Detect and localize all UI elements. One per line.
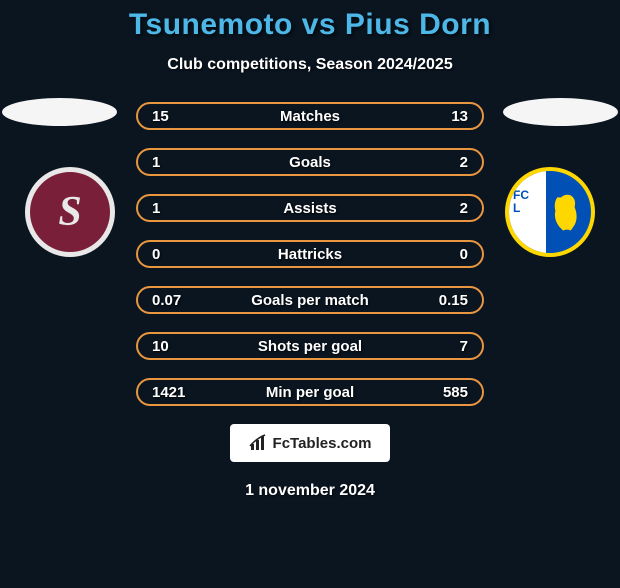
servette-letter: S [58,188,81,236]
fcl-crest: FC L [505,167,595,257]
stat-right-value: 2 [460,200,468,217]
player-silhouette-right [503,98,618,126]
stat-right-value: 2 [460,154,468,171]
stat-label: Hattricks [278,246,342,263]
stat-label: Matches [280,108,340,125]
lion-icon [551,193,581,233]
fcl-line2: L [513,202,529,215]
player-silhouette-left [2,98,117,126]
fcl-abbrev: FC L [513,189,529,214]
stat-row-assists: 1 Assists 2 [136,194,484,222]
stat-left-value: 1 [152,200,160,217]
stat-left-value: 10 [152,338,169,355]
stat-left-value: 0 [152,246,160,263]
comparison-subtitle: Club competitions, Season 2024/2025 [0,56,620,74]
content-area: S FC L 15 Matches 13 1 Goals 2 1 Assis [0,102,620,500]
stat-row-shots-per-goal: 10 Shots per goal 7 [136,332,484,360]
team-badge-left: S [20,162,120,262]
team-badge-right: FC L [500,162,600,262]
stat-right-value: 585 [443,384,468,401]
stat-right-value: 0.15 [439,292,468,309]
fctables-logo[interactable]: FcTables.com [230,424,390,462]
stat-label: Goals [289,154,331,171]
stat-row-hattricks: 0 Hattricks 0 [136,240,484,268]
stat-label: Assists [283,200,336,217]
footer-date: 1 november 2024 [0,482,620,500]
stats-table: 15 Matches 13 1 Goals 2 1 Assists 2 0 Ha… [136,102,484,406]
stat-right-value: 13 [451,108,468,125]
fctables-text: FcTables.com [273,435,372,452]
stat-right-value: 0 [460,246,468,263]
stat-right-value: 7 [460,338,468,355]
stat-row-goals-per-match: 0.07 Goals per match 0.15 [136,286,484,314]
stat-row-matches: 15 Matches 13 [136,102,484,130]
stat-label: Min per goal [266,384,354,401]
servette-crest: S [25,167,115,257]
stat-left-value: 0.07 [152,292,181,309]
chart-icon [249,434,269,452]
comparison-title: Tsunemoto vs Pius Dorn [0,8,620,42]
stat-left-value: 15 [152,108,169,125]
fcl-line1: FC [513,189,529,202]
stat-label: Goals per match [251,292,369,309]
stat-row-min-per-goal: 1421 Min per goal 585 [136,378,484,406]
stat-left-value: 1421 [152,384,185,401]
stat-left-value: 1 [152,154,160,171]
stat-label: Shots per goal [258,338,362,355]
stat-row-goals: 1 Goals 2 [136,148,484,176]
